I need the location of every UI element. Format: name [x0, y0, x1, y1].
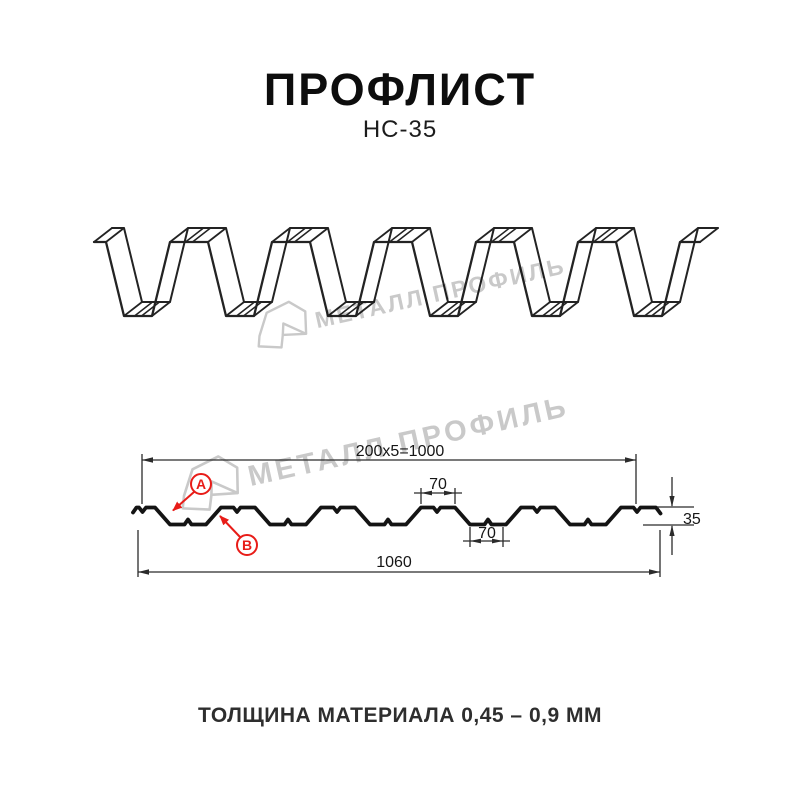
- dimension-crest-width: 70: [414, 476, 462, 504]
- thickness-note: ТОЛЩИНА МАТЕРИАЛА 0,45 – 0,9 ММ: [198, 704, 602, 727]
- callout-a: А: [172, 473, 212, 512]
- sheet-fold-lines: [93, 227, 719, 317]
- watermark-text: МЕТАЛЛ ПРОФИЛЬ: [245, 391, 572, 493]
- profile-outline: [131, 505, 663, 527]
- profile-code: НС-35: [362, 116, 438, 143]
- dim-profile-height-value: 35: [683, 511, 701, 528]
- callout-b: В: [219, 515, 258, 556]
- dimension-valley-width: 70: [463, 525, 510, 547]
- dimension-overall-width: 1060: [137, 530, 661, 577]
- sheet-near-edge: [92, 240, 702, 318]
- dim-valley-width-value: 70: [478, 525, 496, 542]
- metall-profil-logo-icon: [257, 300, 308, 349]
- page-title: ПРОФЛИСТ: [263, 64, 537, 115]
- dim-crest-width-value: 70: [429, 476, 447, 493]
- callout-b-label: В: [242, 537, 252, 553]
- dimension-profile-height: 35: [643, 477, 701, 555]
- sheet-far-edge: [111, 227, 719, 303]
- dim-overall-width-value: 1060: [376, 554, 412, 571]
- sheet-stiffener-grooves: [133, 227, 671, 317]
- cross-section-drawing: 200x5=1000 70 70 35: [131, 443, 701, 577]
- callout-a-label: А: [196, 476, 206, 492]
- profile-3d-drawing: [92, 227, 719, 318]
- dimension-useful-width: 200x5=1000: [141, 443, 637, 504]
- dim-useful-width-value: 200x5=1000: [356, 443, 445, 460]
